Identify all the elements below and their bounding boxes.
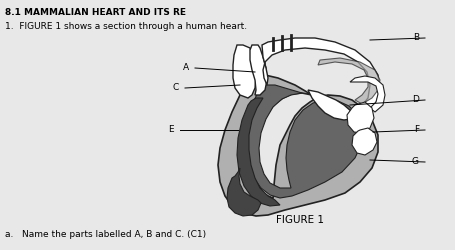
Text: D: D [412,96,419,104]
Polygon shape [262,38,380,120]
Text: a.   Name the parts labelled A, B and C. (C1): a. Name the parts labelled A, B and C. (… [5,230,206,239]
Polygon shape [227,168,261,216]
Polygon shape [318,58,380,104]
Text: G: G [412,158,419,166]
Text: FIGURE 1: FIGURE 1 [276,215,324,225]
Polygon shape [250,45,267,95]
Text: C: C [173,84,179,92]
Polygon shape [246,85,363,198]
Polygon shape [218,75,378,216]
Text: 8.1 MAMMALIAN HEART AND ITS RE: 8.1 MAMMALIAN HEART AND ITS RE [5,8,186,17]
Text: 1.  FIGURE 1 shows a section through a human heart.: 1. FIGURE 1 shows a section through a hu… [5,22,247,31]
Polygon shape [237,98,280,206]
Polygon shape [352,128,377,155]
Text: E: E [168,126,174,134]
Polygon shape [347,102,374,133]
Text: B: B [413,34,419,42]
Text: A: A [183,64,189,72]
Polygon shape [350,76,385,112]
Polygon shape [233,45,256,98]
Text: F: F [414,126,419,134]
